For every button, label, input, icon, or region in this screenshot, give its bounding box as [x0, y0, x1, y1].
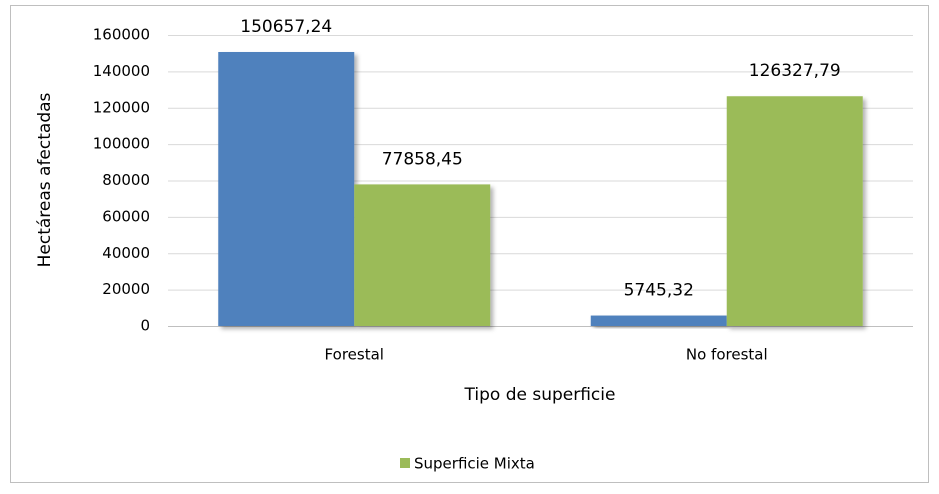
x-tick-label: Forestal: [325, 346, 384, 364]
y-tick-label: 120000: [93, 98, 150, 116]
data-label: 5745,32: [624, 281, 694, 301]
bar: [726, 96, 863, 326]
y-tick-label: 160000: [93, 26, 150, 44]
data-label: 126327,79: [749, 61, 841, 81]
y-tick-label: 40000: [102, 244, 150, 262]
y-tick-label: 80000: [102, 171, 150, 189]
y-tick-label: 140000: [93, 62, 150, 80]
bar: [218, 51, 355, 326]
legend-swatch: [400, 458, 410, 468]
y-tick-label: 0: [140, 317, 150, 335]
x-axis-title: Tipo de superficie: [464, 385, 616, 405]
bar: [354, 184, 491, 326]
data-label: 150657,24: [240, 17, 332, 37]
y-tick-label: 60000: [102, 207, 150, 225]
legend-label: Superficie Mixta: [414, 455, 535, 473]
y-tick-label: 100000: [93, 135, 150, 153]
bar: [590, 315, 727, 326]
y-tick-label: 20000: [102, 280, 150, 298]
y-axis-title: Hectáreas afectadas: [35, 92, 55, 267]
data-label: 77858,45: [382, 149, 463, 169]
x-tick-label: No forestal: [686, 346, 768, 364]
